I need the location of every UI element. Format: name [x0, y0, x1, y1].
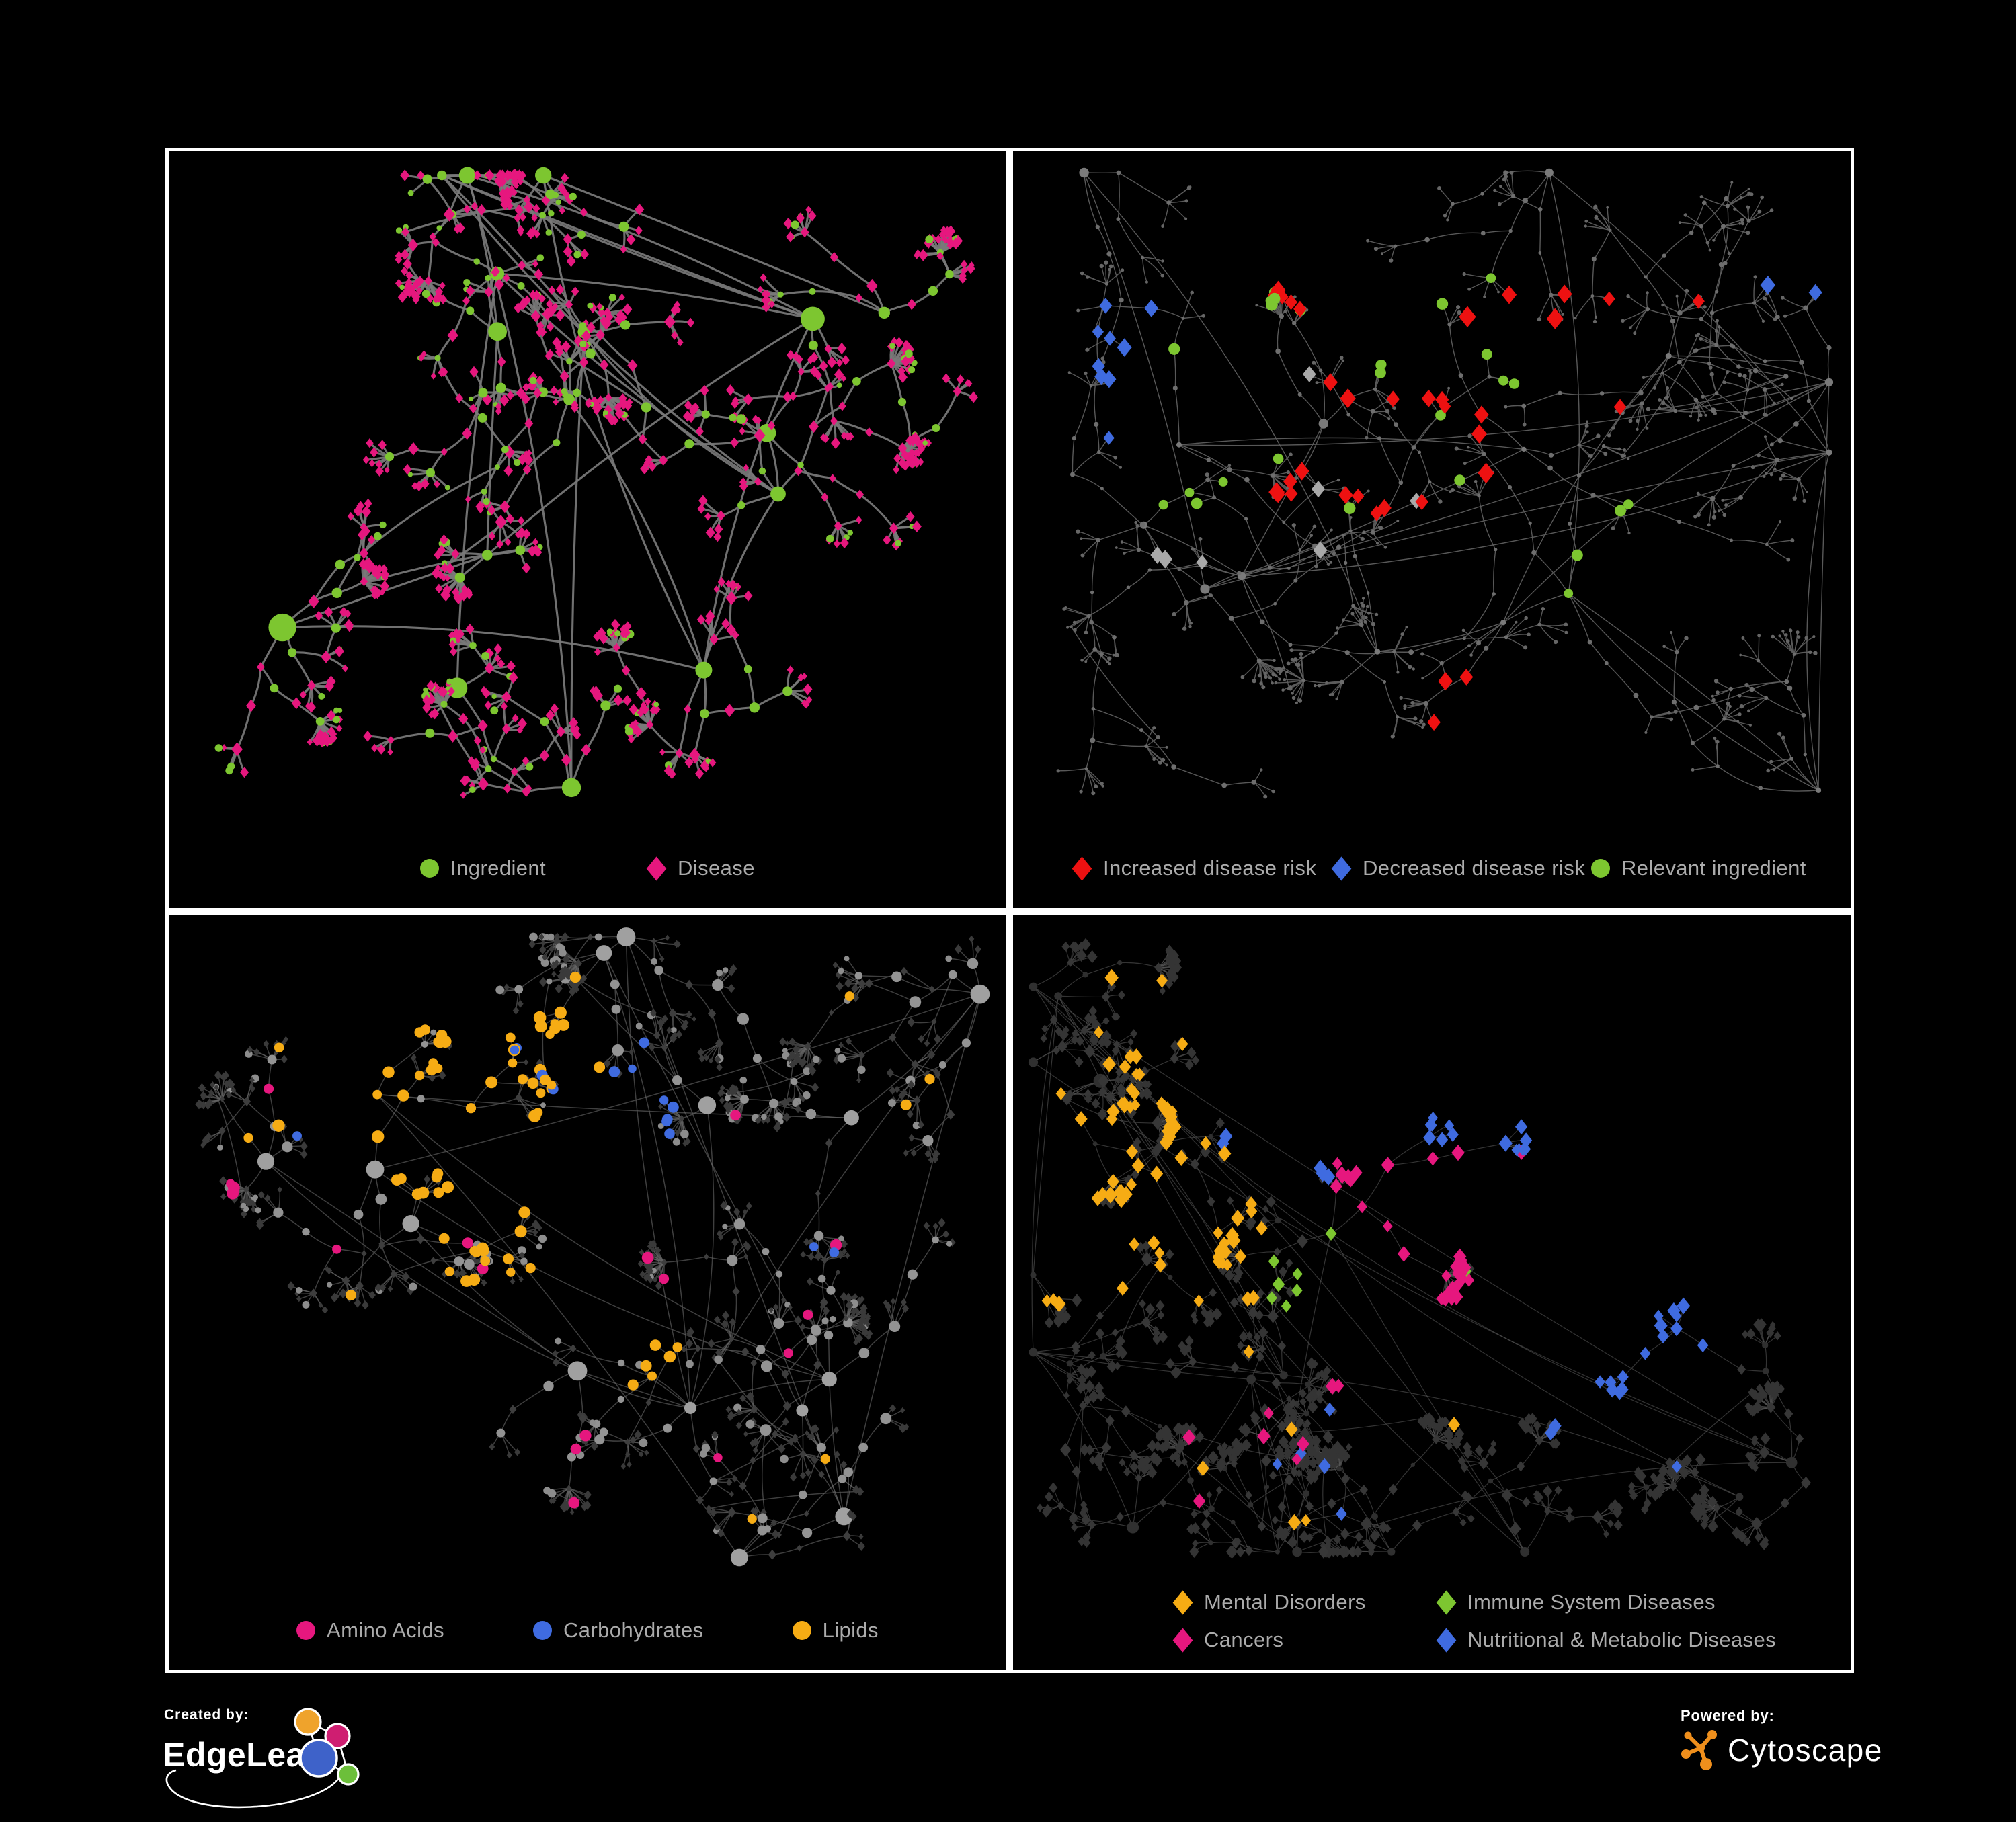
legend-label: Nutritional & Metabolic Diseases [1467, 1628, 1777, 1651]
legend-item-disease: Disease [646, 856, 755, 881]
legend-label: Lipids [822, 1618, 879, 1642]
network-panel-ingredient-disease: Ingredient Disease [165, 148, 1010, 911]
legend-item-increased-disease-risk: Increased disease risk [1072, 856, 1332, 881]
legend-item-relevant-ingredient: Relevant ingredient [1591, 856, 1851, 880]
legend-item-mental-disorders: Mental Disorders [1172, 1589, 1437, 1615]
cytoscape-credit: Powered by: Cytoscape [1681, 1707, 1883, 1772]
edgeleap-credit: Created by: EdgeLeap [159, 1699, 387, 1822]
diamond-marker [1436, 1627, 1457, 1653]
network-graph-disease-risk [1056, 167, 1834, 799]
edgeleap-network-icon [294, 1708, 360, 1786]
network-panel-disease-classes: Mental Disorders Immune System Diseases Ca… [1010, 911, 1854, 1673]
legend-item-carbohydrates: Carbohydrates [533, 1618, 704, 1643]
edgeleap-wordmark: EdgeLeap [163, 1736, 326, 1774]
diamond-marker [646, 856, 667, 881]
circle-marker [1591, 859, 1610, 878]
network-panel-disease-risk: Increased disease risk Decreased disease … [1010, 148, 1854, 911]
legend-macronutrients: Amino Acids Carbohydrates Lipids [169, 1591, 1006, 1670]
legend-item-amino-acids: Amino Acids [296, 1618, 444, 1643]
legend-label: Ingredient [450, 856, 547, 880]
network-canvas-wrap [169, 915, 1006, 1591]
cytoscape-icon [1681, 1730, 1717, 1770]
legend-label: Disease [678, 856, 755, 880]
legend-disease-risk: Increased disease risk Decreased disease … [1013, 829, 1851, 908]
diamond-marker [1172, 1627, 1193, 1653]
diamond-marker [1172, 1589, 1193, 1615]
network-canvas-wrap [1013, 151, 1851, 829]
diamond-marker [1331, 856, 1352, 881]
footer: Created by: EdgeLeap Powered by: [0, 1673, 2016, 1819]
legend-label: Increased disease risk [1103, 856, 1317, 880]
legend-label: Cancers [1204, 1628, 1284, 1651]
legend-ingredient-disease: Ingredient Disease [169, 829, 1006, 908]
created-by-label: Created by: [164, 1707, 249, 1723]
network-graph-disease-classes [1028, 938, 1811, 1559]
legend-item-lipids: Lipids [792, 1618, 879, 1643]
powered-by-label: Powered by: [1681, 1707, 1775, 1724]
legend-item-immune-system-diseases: Immune System Diseases [1436, 1589, 1776, 1615]
network-graph-macronutrients [195, 927, 990, 1567]
edgeleap-logo: Created by: EdgeLeap [163, 1707, 360, 1809]
legend-label: Decreased disease risk [1363, 856, 1586, 880]
circle-marker [533, 1621, 553, 1640]
cytoscape-wordmark: Cytoscape [1728, 1733, 1883, 1768]
diamond-marker [1072, 856, 1092, 881]
network-canvas-wrap [169, 151, 1006, 829]
legend-label: Relevant ingredient [1621, 856, 1806, 880]
legend-item-ingredient: Ingredient [420, 856, 546, 880]
legend-item-cancers: Cancers [1172, 1627, 1437, 1653]
network-canvas-wrap [1013, 915, 1851, 1572]
circle-marker [296, 1621, 316, 1640]
legend-item-nutritional-metabolic-diseases: Nutritional & Metabolic Diseases [1436, 1627, 1777, 1653]
network-panel-macronutrients: Amino Acids Carbohydrates Lipids [165, 911, 1010, 1673]
network-graph-ingredient-disease [214, 167, 979, 799]
legend-label: Amino Acids [327, 1618, 445, 1642]
legend-label: Immune System Diseases [1467, 1590, 1716, 1614]
legend-label: Mental Disorders [1204, 1590, 1366, 1614]
circle-marker [792, 1621, 811, 1640]
legend-disease-classes: Mental Disorders Immune System Diseases Ca… [1013, 1572, 1851, 1670]
legend-item-decreased-disease-risk: Decreased disease risk [1331, 856, 1591, 881]
edgeleap-swoosh [165, 1769, 340, 1809]
circle-marker [420, 859, 440, 878]
diamond-marker [1436, 1589, 1457, 1615]
legend-label: Carbohydrates [563, 1618, 704, 1642]
